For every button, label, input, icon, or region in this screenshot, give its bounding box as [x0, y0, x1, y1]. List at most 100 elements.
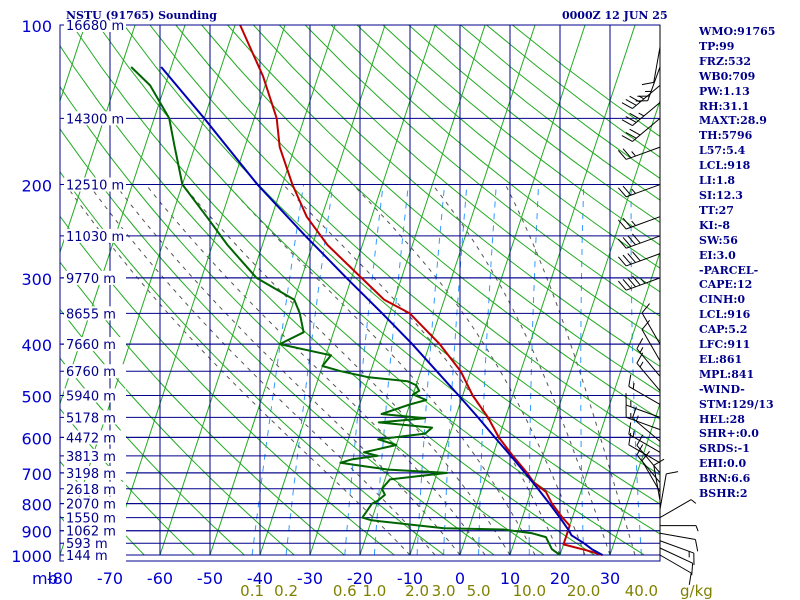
isotherm — [609, 402, 660, 556]
dry-adiabat — [97, 25, 660, 535]
stat-item: BRN:6.6 — [699, 472, 751, 486]
wind-barb-flag — [627, 253, 636, 263]
moist-adiabat — [114, 184, 461, 556]
wind-barb — [641, 312, 661, 345]
mixing-ratio-label: 5.0 — [467, 582, 491, 600]
wind-barb-flag — [617, 150, 627, 160]
stat-item: LI:1.8 — [699, 174, 736, 188]
wind-barb — [653, 465, 661, 501]
height-label: 7660 m — [66, 338, 116, 353]
wind-barb-flag — [617, 219, 627, 230]
temperature-tick-label: 30 — [600, 569, 620, 588]
mixing-ratio-line — [251, 184, 305, 556]
wind-barb — [632, 85, 661, 109]
stat-item: BSHR:2 — [699, 487, 748, 501]
moist-adiabat — [504, 184, 636, 556]
isotherm — [559, 250, 660, 556]
wind-barb — [659, 554, 692, 574]
wind-barb-flag — [617, 187, 627, 198]
temperature-tick-label: -80 — [47, 569, 73, 588]
wind-barb — [659, 547, 693, 564]
wind-barb-flag — [641, 303, 650, 314]
temperature-tick-label: -70 — [97, 569, 123, 588]
wind-barb — [659, 532, 696, 541]
wind-barb — [628, 433, 661, 453]
height-label: 12510 m — [66, 179, 124, 194]
wind-barb-half — [631, 151, 636, 157]
temperature-tick-label: 20 — [550, 569, 570, 588]
wind-barb-flag — [622, 148, 632, 159]
wind-barb-flag — [621, 119, 633, 127]
mixing-ratio-label: 20.0 — [567, 582, 600, 600]
wind-barb — [626, 146, 661, 160]
pressure-tick-label: 900 — [21, 523, 52, 542]
mixing-ratio-label: 0.2 — [274, 582, 298, 600]
height-label: 9770 m — [66, 272, 116, 287]
isotherm — [459, 25, 636, 556]
stat-item: TP:99 — [699, 39, 735, 53]
mixing-ratio-line — [285, 184, 334, 556]
moist-adiabat — [65, 184, 411, 556]
stat-item: L57:5.4 — [699, 144, 746, 158]
wind-barb — [632, 417, 661, 442]
stat-item: PW:1.13 — [699, 84, 750, 98]
wind-barb — [626, 184, 661, 198]
height-label: 11030 m — [66, 230, 124, 245]
wind-barb — [632, 102, 661, 126]
stat-item: RH:31.1 — [699, 99, 750, 113]
isotherm — [60, 25, 186, 406]
isotherm — [259, 25, 436, 556]
stat-item: FRZ:532 — [699, 54, 752, 68]
stat-item: KI:-8 — [699, 218, 730, 232]
stats-panel: WMO:91765 TP:99 FRZ:532 WB0:709 PW:1.13 RH:31… — [699, 25, 799, 502]
wind-barb — [659, 540, 694, 554]
wind-barb-flag — [628, 422, 632, 435]
height-label: 3813 m — [66, 450, 116, 465]
stat-item: STM:129/13 — [699, 397, 774, 411]
wind-barb-flag — [627, 277, 636, 288]
pressure-tick-label: 300 — [21, 270, 52, 289]
wind-barb-half — [638, 112, 645, 117]
wind-barb — [641, 460, 661, 493]
wind-barb-half — [635, 415, 639, 422]
wind-barb-flag — [622, 237, 632, 247]
wind-barb-half — [695, 525, 699, 532]
wind-barb-flag — [694, 539, 699, 552]
stat-item: MAXT:28.9 — [699, 114, 767, 128]
wind-barb-flag — [617, 280, 627, 291]
wind-barb — [641, 329, 661, 361]
wind-barb-flag — [629, 128, 641, 136]
wind-barb — [659, 473, 667, 510]
wind-barb — [659, 499, 692, 519]
mixing-ratio-label: 0.1 — [240, 582, 264, 600]
height-label: 1062 m — [66, 525, 116, 540]
mixing-ratio-line — [416, 184, 446, 556]
height-label: 4472 m — [66, 431, 116, 446]
stat-item: CINH:0 — [699, 293, 746, 307]
stat-item: SHR+:0.0 — [699, 427, 759, 441]
wind-barb-flag — [636, 444, 644, 456]
wind-barb-flag — [622, 217, 632, 228]
wind-barb — [626, 404, 661, 418]
stat-item: WMO:91765 — [699, 25, 776, 38]
wind-barb-flag — [632, 233, 641, 244]
wind-barb — [626, 416, 661, 431]
wind-barb — [636, 454, 661, 483]
pressure-unit-label: mb — [32, 569, 58, 588]
wind-barb-half — [640, 278, 646, 284]
stat-item: LFC:911 — [699, 338, 751, 352]
dewpoint-line — [130, 66, 561, 556]
wind-barb-flag — [688, 572, 692, 585]
wind-barb — [626, 277, 661, 291]
mixing-ratio-label: 0.6 — [333, 582, 357, 600]
parcel-line — [160, 66, 603, 556]
isotherm — [359, 25, 536, 556]
mixing-ratio-line — [630, 184, 642, 556]
height-label: 2070 m — [66, 498, 116, 513]
wind-barb — [628, 444, 661, 464]
mixing-ratio-unit: g/kg — [680, 582, 713, 600]
stat-item: LCL:916 — [699, 308, 751, 322]
temperature-tick-label: -40 — [247, 569, 273, 588]
height-label: 3198 m — [66, 467, 116, 482]
